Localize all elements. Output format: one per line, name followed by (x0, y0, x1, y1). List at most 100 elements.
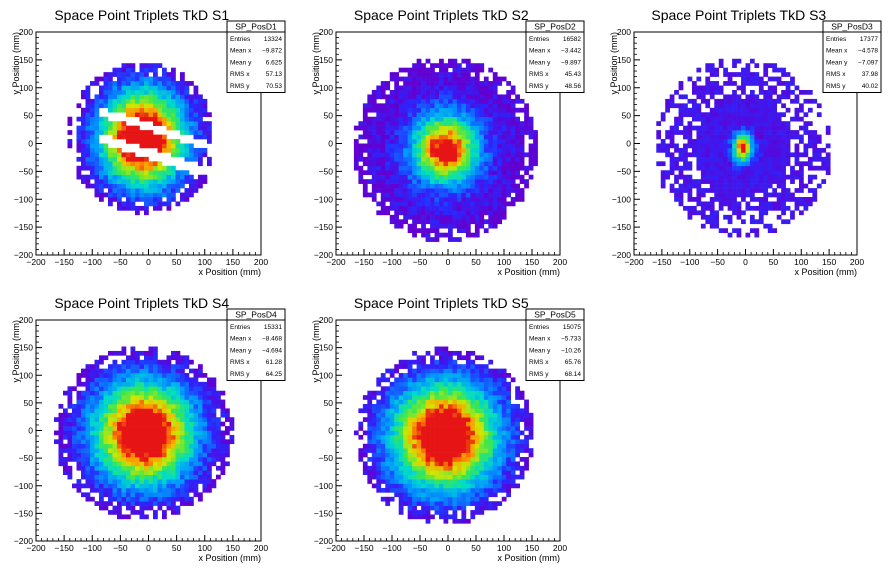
heatmap-cell (497, 214, 503, 220)
heatmap-cell (687, 134, 693, 140)
heatmap-cell (162, 364, 167, 369)
heatmap-cell (497, 130, 503, 135)
heatmap-cell (732, 139, 737, 144)
heatmap-cell (483, 130, 489, 135)
x-tick-label: 200 (553, 257, 567, 267)
heatmap-cell (166, 179, 172, 184)
heatmap-cell (362, 470, 368, 475)
heatmap-cell (741, 210, 746, 216)
heatmap-cell (144, 210, 149, 216)
heatmap-cell (497, 156, 503, 162)
heatmap-cell (492, 112, 498, 118)
heatmap-cell (403, 112, 408, 118)
heatmap-cell (193, 188, 199, 193)
heatmap-cell (519, 165, 525, 171)
heatmap-cell (430, 130, 435, 135)
heatmap-cell (85, 439, 91, 445)
heatmap-cell (425, 152, 431, 158)
heatmap-cell (506, 161, 512, 167)
heatmap-cell (148, 501, 154, 506)
heatmap-cell (211, 390, 217, 396)
heatmap-cell (776, 134, 782, 140)
heatmap-cell (220, 465, 226, 471)
heatmap-cell (519, 134, 525, 140)
heatmap-cell (403, 457, 408, 462)
heatmap-cell (385, 417, 391, 422)
heatmap-cell (799, 125, 804, 131)
heatmap-cell (139, 197, 145, 202)
heatmap-cell (380, 170, 386, 176)
heatmap-cell (407, 205, 413, 211)
heatmap-cell (506, 139, 512, 144)
heatmap-cell (121, 165, 127, 171)
heatmap-cell (112, 134, 118, 140)
heatmap-cell (398, 479, 404, 484)
heatmap-cell (216, 399, 221, 405)
heatmap-cell (687, 152, 693, 158)
y-axis-label: y Position (mm) (609, 32, 619, 95)
heatmap-cell (94, 98, 100, 104)
heatmap-cell (412, 514, 417, 520)
heatmap-cell (157, 390, 163, 396)
heatmap-cell (207, 161, 212, 167)
heatmap-cell (398, 197, 404, 202)
heatmap-cell (506, 89, 512, 95)
heatmap-cell (749, 81, 755, 86)
heatmap-cell (144, 386, 149, 392)
heatmap-cell (412, 165, 417, 171)
heatmap-cell (94, 439, 100, 445)
heatmap-cell (407, 112, 413, 118)
heatmap-cell (139, 373, 145, 378)
heatmap-cell (180, 430, 185, 436)
heatmap-cell (117, 377, 122, 383)
heatmap-cell (193, 492, 199, 498)
heatmap-cell (727, 98, 733, 104)
heatmap-cell (430, 67, 435, 73)
heatmap-cell (510, 103, 516, 109)
heatmap-cell (144, 492, 149, 498)
heatmap-cell (193, 483, 199, 489)
heatmap-cell (389, 152, 395, 158)
heatmap-cell (772, 139, 778, 144)
heatmap-cell (198, 364, 203, 369)
heatmap-cell (184, 147, 190, 153)
heatmap-cell (448, 210, 453, 216)
heatmap-cell (470, 63, 476, 68)
heatmap-cell (483, 134, 489, 140)
heatmap-cell (807, 161, 813, 167)
heatmap-cell (166, 89, 172, 95)
heatmap-cell (443, 130, 449, 135)
heatmap-cell (785, 125, 791, 131)
heatmap-cell (398, 139, 404, 144)
heatmap-cell (130, 364, 136, 369)
heatmap-cell (117, 89, 122, 95)
heatmap-cell (175, 179, 181, 184)
heatmap-cell (180, 147, 185, 153)
heatmap-cell (483, 201, 489, 207)
heatmap-cell (193, 430, 199, 436)
heatmap-cell (63, 470, 68, 475)
heatmap-cell (709, 205, 715, 211)
heatmap-cell (58, 426, 64, 431)
heatmap-cell (434, 89, 440, 95)
heatmap-cell (139, 85, 145, 91)
heatmap-cell (117, 201, 122, 207)
heatmap-cell (524, 103, 529, 109)
heatmap-cell (461, 94, 467, 100)
heatmap-cell (727, 188, 733, 193)
heatmap-cell (85, 179, 91, 184)
heatmap-cell (166, 103, 172, 109)
heatmap-cell (749, 228, 755, 233)
heatmap-cell (407, 514, 413, 520)
heatmap-cell (58, 434, 64, 440)
heatmap-cell (202, 179, 208, 184)
heatmap-cell (497, 161, 503, 167)
heatmap-cell (515, 139, 520, 144)
heatmap-cell (767, 223, 773, 229)
heatmap-cell (385, 408, 391, 414)
heatmap-cell (117, 439, 122, 445)
heatmap-cell (772, 170, 778, 176)
heatmap-cell (189, 179, 194, 184)
heatmap-cell (94, 474, 100, 480)
heatmap-cell (202, 474, 208, 480)
